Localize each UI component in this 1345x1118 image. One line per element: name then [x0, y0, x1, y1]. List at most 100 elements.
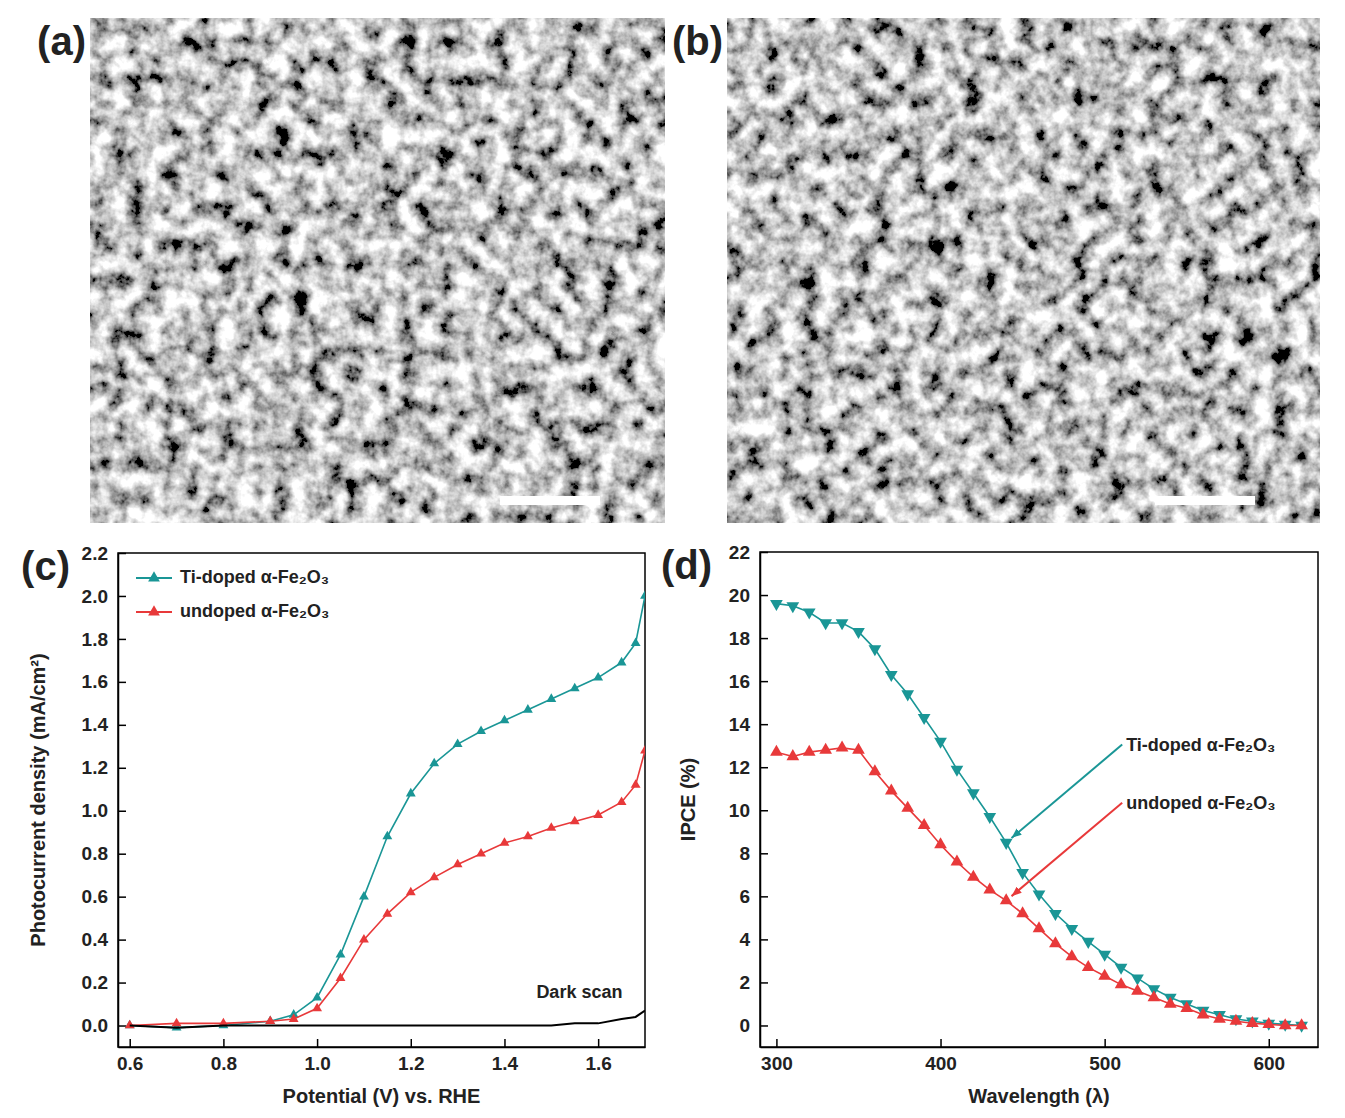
tick: 1.4 [82, 714, 126, 735]
tick-label: 1.6 [585, 1053, 611, 1074]
marker [836, 741, 849, 752]
tick-label: 20 [729, 585, 750, 606]
tick: 1.6 [82, 671, 126, 692]
tick-mark [760, 1025, 768, 1027]
tick-label: 0.0 [82, 1015, 108, 1036]
marker [382, 908, 392, 917]
marker [1082, 938, 1095, 949]
annotation-label: Dark scan [536, 982, 622, 1002]
marker [631, 779, 641, 788]
axis-line [118, 554, 120, 1048]
marker [1230, 1014, 1243, 1025]
marker [523, 704, 533, 713]
image-panel: (b) [672, 18, 1320, 523]
tick-label: 0.8 [211, 1053, 237, 1074]
tick: 20 [729, 585, 768, 606]
tick: 1.6 [585, 1039, 611, 1074]
tick-label: 2.2 [82, 543, 108, 564]
tick-mark [760, 595, 768, 597]
sem-image-ground [90, 18, 665, 523]
tick-mark [118, 982, 126, 984]
tick-mark [760, 552, 768, 554]
marker [1115, 964, 1128, 975]
x-axis-title: Potential (V) vs. RHE [283, 1085, 481, 1107]
tick-mark [118, 853, 126, 855]
marker [852, 628, 865, 639]
tick-label: 18 [729, 628, 750, 649]
panel-label: (a) [37, 19, 86, 63]
legend-marker [148, 605, 160, 615]
marker [312, 1003, 322, 1012]
marker [265, 1016, 275, 1025]
annotation-label: undoped α-Fe₂O₃ [1126, 793, 1275, 813]
marker [1016, 869, 1029, 880]
tick: 0.8 [82, 843, 126, 864]
tick: 0.6 [82, 886, 126, 907]
chart: 3004005006000246810121416182022Wavelengt… [661, 542, 1319, 1107]
series [770, 741, 1308, 1030]
marker [934, 738, 947, 749]
x-axis: 300400500600 [761, 1039, 1319, 1074]
axis-line [119, 1047, 646, 1049]
annotation-label: Ti-doped α-Fe₂O₃ [1126, 735, 1275, 755]
marker [1246, 1016, 1259, 1027]
tick-mark [760, 982, 768, 984]
tick-label: 14 [729, 714, 751, 735]
series-line [776, 748, 1301, 1026]
tick-mark [940, 1039, 942, 1047]
tick-mark [760, 810, 768, 812]
marker [453, 859, 463, 868]
tick: 1.0 [82, 800, 126, 821]
tick-label: 2 [739, 972, 750, 993]
sem-image [727, 18, 1320, 523]
marker [1016, 906, 1029, 917]
tick-mark [760, 638, 768, 640]
marker [617, 796, 627, 805]
tick-mark [411, 1039, 413, 1047]
marker [406, 788, 416, 797]
marker [1033, 921, 1046, 932]
plot-frame [118, 553, 645, 1047]
marker [1065, 949, 1078, 960]
tick: 1.8 [82, 628, 126, 649]
tick-label: 6 [739, 886, 750, 907]
legend-label: Ti-doped α-Fe₂O₃ [180, 567, 329, 587]
marker [1065, 925, 1078, 936]
annotation-arrow [1012, 745, 1123, 838]
panel-label: (d) [661, 543, 712, 587]
marks [770, 600, 1308, 1033]
marker [770, 745, 783, 756]
marker [500, 715, 510, 724]
marker [617, 657, 627, 666]
marker [918, 714, 931, 725]
series-line [130, 596, 645, 1028]
tick: 0.2 [82, 972, 126, 993]
tick: 0.8 [211, 1039, 237, 1074]
legend: Ti-doped α-Fe₂O₃undoped α-Fe₂O₃ [136, 567, 329, 621]
tick: 0.4 [82, 929, 126, 950]
tick-mark [317, 1039, 319, 1047]
tick: 1.4 [492, 1039, 519, 1074]
tick-mark [504, 1039, 506, 1047]
tick-mark [760, 681, 768, 683]
tick-mark [760, 896, 768, 898]
tick: 1.0 [304, 1039, 330, 1074]
marker [1000, 839, 1013, 850]
tick-label: 0.4 [82, 929, 109, 950]
marker [1131, 984, 1144, 995]
series-line [776, 604, 1301, 1026]
marker [453, 738, 463, 747]
marker [359, 934, 369, 943]
marker [967, 789, 980, 800]
tick-label: 1.4 [492, 1053, 519, 1074]
marker [951, 855, 964, 866]
tick-mark [760, 939, 768, 941]
marker [1082, 960, 1095, 971]
marker [836, 619, 849, 630]
marker [1148, 990, 1161, 1001]
sem-image [90, 18, 665, 523]
marker [918, 818, 931, 829]
tick: 0.6 [117, 1039, 143, 1074]
annotation-arrow [1012, 803, 1123, 896]
tick-mark [118, 553, 126, 555]
